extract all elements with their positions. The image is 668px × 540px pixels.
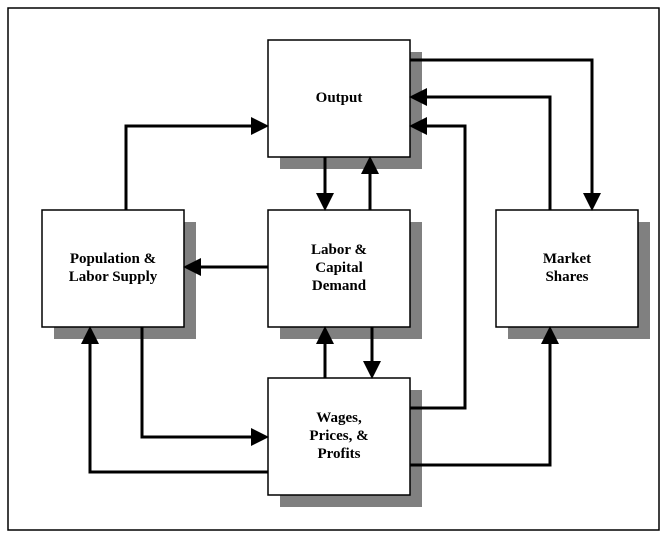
arrow xyxy=(410,58,601,211)
arrow xyxy=(140,327,269,446)
node-box xyxy=(267,209,411,328)
arrow xyxy=(81,326,268,474)
node-label: Labor Supply xyxy=(69,269,158,285)
node-label: Labor & xyxy=(311,242,367,258)
node-label: Capital xyxy=(315,260,363,276)
arrows xyxy=(81,58,601,474)
arrow xyxy=(410,326,559,467)
node-label: Wages, xyxy=(316,410,362,426)
node-label: Market xyxy=(543,251,591,267)
node-label: Prices, & xyxy=(309,428,368,444)
node-label: Profits xyxy=(317,446,360,462)
node-box xyxy=(495,209,639,328)
node-box xyxy=(267,377,411,496)
arrow xyxy=(124,117,269,210)
arrow xyxy=(409,88,552,210)
node-label: Shares xyxy=(545,269,588,285)
node-label: Population & xyxy=(70,251,156,267)
node-label: Demand xyxy=(312,278,367,294)
node-box xyxy=(267,39,411,158)
arrow xyxy=(409,117,467,410)
node-label: Output xyxy=(316,90,363,106)
